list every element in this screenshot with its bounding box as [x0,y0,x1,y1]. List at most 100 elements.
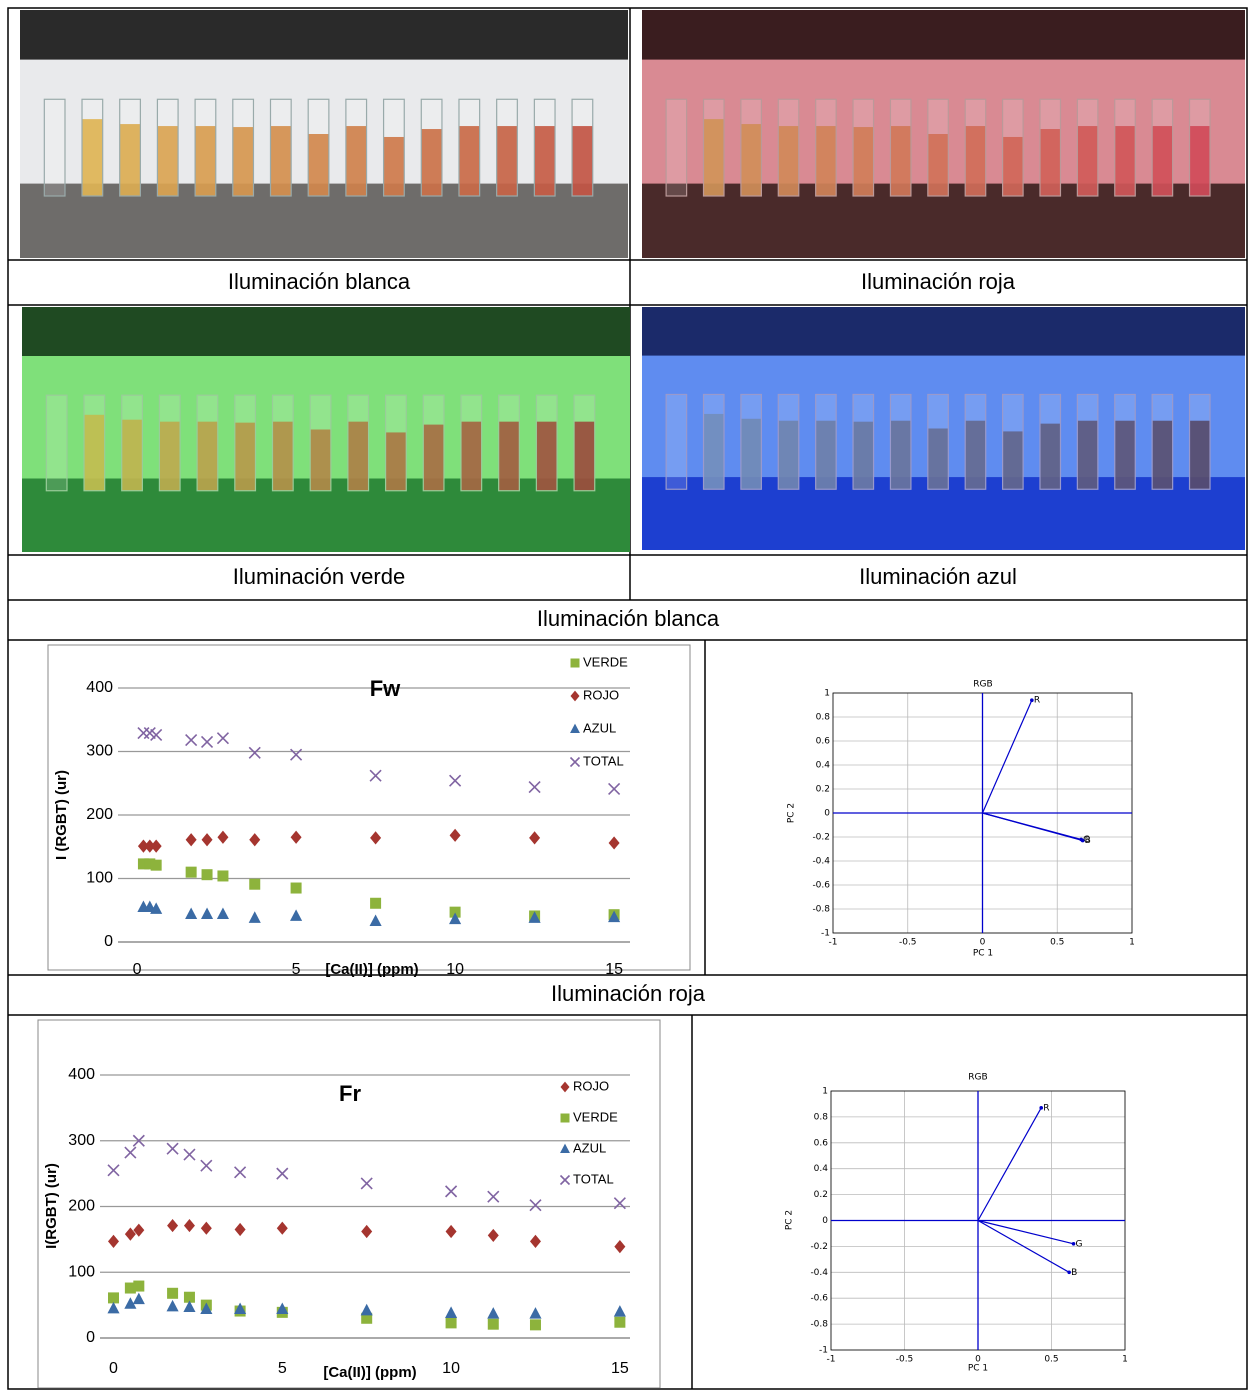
legend-label: AZUL [573,1140,606,1155]
tube-glass [1188,98,1211,197]
tube-liquid [84,414,105,491]
tube-glass [460,394,483,492]
point-label: B [1085,836,1091,846]
tube-liquid [574,421,595,491]
tube-liquid [347,421,369,491]
data-point [276,1221,288,1235]
legend-marker [569,756,581,768]
data-point [614,1240,626,1254]
data-point [248,911,261,923]
tube-glass [927,98,949,197]
data-point [201,833,213,847]
y-tick-label: 0.8 [814,1112,829,1122]
x-tick-label: -0.5 [899,938,917,948]
x-tick-label: 10 [442,1360,460,1377]
data-point [124,1146,137,1159]
tube-liquid [778,126,799,196]
tube-liquid [1152,126,1173,196]
data-point [360,1303,373,1316]
tube-glass [1039,98,1062,197]
tube-glass [1188,393,1211,490]
data-point [185,866,197,878]
data-point [124,1297,137,1309]
loading-vector [977,1219,1070,1273]
y-tick-label: -0.6 [810,1294,828,1304]
data-point [360,1177,373,1190]
tube-glass [1001,98,1024,197]
photo [22,307,630,552]
x-tick-label: -0.5 [896,1355,914,1365]
legend-marker [570,658,580,668]
photo-caption: Iluminación verde [233,564,405,589]
tube-glass [740,393,762,490]
legend-label: TOTAL [583,753,624,768]
y-axis-label: PC 2 [787,803,797,823]
data-point [449,828,461,842]
data-point [124,1282,136,1294]
data-point [137,727,150,740]
loading-vector [982,812,1083,842]
tube-glass [194,98,217,197]
legend-marker [560,1143,570,1154]
data-point [150,728,163,742]
tube-glass [119,98,141,197]
tube-liquid [927,428,949,490]
data-point [449,912,462,925]
data-point [608,782,621,796]
data-point [529,831,541,845]
x-tick-label: 5 [278,1360,287,1377]
y-tick-label: 100 [68,1263,95,1280]
tube-glass [1114,393,1136,490]
y-axis-label: PC 2 [785,1210,795,1230]
tube-liquid [460,421,482,491]
photo [20,10,628,258]
y-tick-label: -0.6 [812,881,830,891]
tube-liquid [496,126,518,196]
photo-wall-top [642,10,1245,60]
data-point [614,1316,626,1328]
x-tick-label: 1 [1129,938,1135,948]
y-tick-label: 0.2 [814,1190,828,1200]
tube-liquid [1002,431,1024,490]
data-point [361,1312,373,1324]
loading-point [1071,1242,1076,1246]
tube-glass [702,393,725,490]
data-point [183,1218,195,1233]
section-title: Iluminación blanca [537,606,720,631]
data-point [276,1167,289,1180]
tube-liquid [890,126,911,196]
y-tick-label: 1 [822,1087,828,1097]
tube-glass [852,393,875,490]
tube-liquid [1039,129,1061,196]
data-point [276,1302,289,1315]
data-point [133,1280,145,1292]
data-point [445,1317,457,1329]
data-point [248,746,261,759]
data-point [613,1197,626,1210]
chart-frame [47,644,691,971]
tube-glass [347,394,370,492]
photo [642,10,1245,258]
photo-wall-top [22,307,630,356]
tube-glass [420,98,443,197]
data-point [528,911,541,923]
tube-glass [1076,98,1099,197]
tube-glass [234,394,257,492]
legend-marker [560,1081,570,1093]
chart-title: RGB [968,1073,987,1083]
tube-liquid [159,421,181,491]
data-point [445,1224,457,1239]
tube-glass [815,98,837,197]
data-point [449,906,461,918]
data-point [167,1287,179,1299]
tube-glass [1114,98,1136,197]
legend-marker [559,1174,571,1186]
tube-liquid [703,413,725,490]
y-tick-label: 0 [104,933,113,950]
tube-glass [665,98,688,197]
tube-liquid [853,421,874,490]
tube-glass [927,393,949,490]
data-point [200,1221,212,1235]
